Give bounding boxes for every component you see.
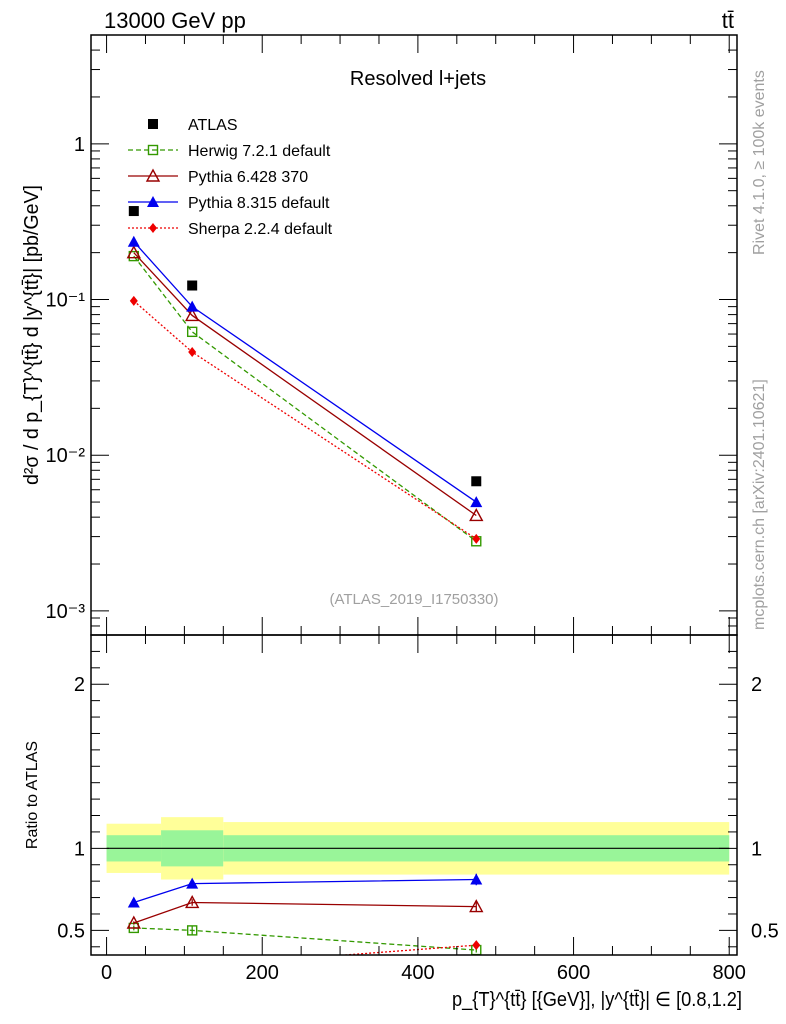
main-pythia8-point [186, 300, 199, 312]
legend-sherpa-label: Sherpa 2.2.4 default [188, 221, 333, 238]
legend-atlas-marker [148, 119, 158, 129]
legend: ATLAS Herwig 7.2.1 default Pythia 6.428 37… [128, 117, 333, 238]
ratio-xtick-label: 800 [713, 962, 746, 984]
main-atlas-point [128, 206, 139, 217]
ratio-ytick-label-right: 2 [751, 674, 762, 696]
main-title: Resolved l+jets [350, 68, 486, 90]
analysis-id-label: (ATLAS_2019_I1750330) [329, 591, 498, 608]
energy-label: 13000 GeV pp [104, 8, 246, 33]
main-ylabel: d²σ / d p_{T}^{tt̄} d |y^{tt̄}| [pb/GeV] [21, 185, 43, 485]
legend-pythia8-marker [147, 196, 159, 207]
main-pythia8-point [127, 235, 140, 247]
ratio-pythia6-line [133, 901, 477, 924]
legend-herwig-label: Herwig 7.2.1 default [188, 143, 331, 160]
ratio-pythia6-point [126, 915, 141, 929]
main-axis-ticks: 1 10⁻¹ 10⁻² 10⁻³ [46, 34, 737, 636]
main-ytick-label: 10⁻¹ [46, 290, 86, 312]
legend-sherpa-marker [149, 223, 157, 233]
main-pythia8-line [133, 241, 477, 503]
main-pythia6-line [133, 252, 477, 517]
main-ytick-label: 10⁻² [46, 445, 86, 467]
legend-atlas-label: ATLAS [188, 117, 238, 134]
ratio-pythia8-point [186, 877, 199, 889]
main-pythia6-point [126, 245, 141, 259]
main-atlas-point [187, 280, 198, 291]
ratio-ytick-label-left: 1 [74, 838, 85, 860]
ratio-ytick-label-left: 0.5 [57, 920, 85, 942]
main-pythia6-point [185, 307, 200, 322]
ratio-herwig-point [186, 925, 198, 936]
ratio-xtick-label: 0 [101, 962, 112, 984]
ratio-panel: 0.5 0.5 1 1 2 2 0 200 400 600 800 Ratio to ATLAS p… [24, 634, 779, 1011]
ratio-pythia8-line [133, 878, 477, 904]
ratio-xtick-label: 200 [246, 962, 279, 984]
main-panel: 1 10⁻¹ 10⁻² 10⁻³ Resolved l+jets (ATLAS_201… [21, 34, 738, 636]
ratio-frame [90, 634, 738, 956]
legend-pythia8-label: Pythia 8.315 default [188, 195, 330, 212]
ratio-sherpa-point [188, 961, 196, 971]
ratio-herwig-line [133, 927, 477, 951]
ratio-sherpa-point [130, 966, 138, 976]
main-herwig-line [133, 255, 477, 542]
main-sherpa-point [129, 295, 138, 306]
legend-pythia6-marker [145, 168, 161, 182]
legend-herwig-marker [147, 144, 159, 156]
process-label: tt̄ [722, 8, 734, 33]
ratio-pythia6-point [185, 895, 200, 909]
ratio-data-marks [126, 873, 484, 976]
main-atlas-point [471, 476, 482, 487]
ratio-xtick-label: 400 [401, 962, 434, 984]
ratio-sherpa-line [336, 944, 477, 955]
ratio-ylabel: Ratio to ATLAS [24, 741, 41, 849]
ratio-axis-ticks: 0.5 0.5 1 1 2 2 0 200 400 600 800 [57, 635, 779, 984]
main-sherpa-point [472, 533, 481, 544]
main-pythia8-point [470, 496, 483, 508]
rivet-version-label: Rivet 4.1.0, ≥ 100k events [751, 70, 768, 255]
ratio-ytick-label-right: 0.5 [751, 920, 779, 942]
mcplots-label: mcplots.cern.ch [arXiv:2401.10621] [751, 379, 768, 630]
ratio-pythia8-point [127, 896, 140, 908]
ratio-uncertainty-bands [106, 817, 730, 880]
ratio-ytick-label-left: 2 [74, 674, 85, 696]
ratio-pythia8-point [470, 873, 483, 885]
legend-pythia6-label: Pythia 6.428 370 [188, 169, 308, 186]
main-ytick-label: 1 [74, 134, 85, 156]
ratio-xtick-label: 600 [557, 962, 590, 984]
main-ytick-label: 10⁻³ [46, 601, 86, 623]
x-axis-label: p_{T}^{tt̄} [{GeV}], |y^{tt̄}| ∈ [0.8,1.… [452, 989, 742, 1011]
main-data-marks [126, 206, 484, 547]
main-pythia6-point [469, 508, 484, 522]
ratio-ytick-label-right: 1 [751, 838, 762, 860]
ratio-pythia6-point [469, 899, 484, 913]
main-herwig-point [186, 326, 198, 338]
main-sherpa-point [188, 347, 197, 358]
ratio-sherpa-point [472, 940, 481, 951]
